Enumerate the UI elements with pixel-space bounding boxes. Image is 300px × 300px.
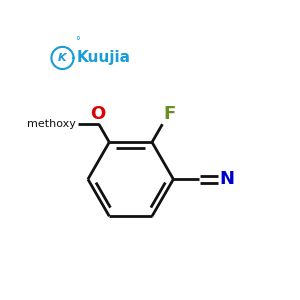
Text: O: O	[90, 105, 105, 123]
Text: Kuujia: Kuujia	[76, 50, 130, 65]
Text: methoxy: methoxy	[27, 119, 76, 129]
Text: °: °	[75, 36, 80, 46]
Text: K: K	[58, 53, 67, 63]
Text: F: F	[164, 105, 176, 123]
Text: N: N	[219, 170, 234, 188]
